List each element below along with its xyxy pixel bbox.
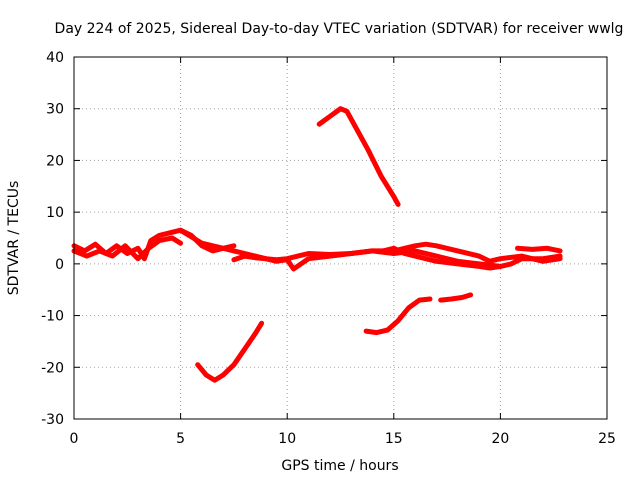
y-tick-label: 10 [46, 205, 64, 221]
series-line-7 [316, 106, 401, 207]
x-tick-label: 0 [70, 431, 79, 447]
y-tick-label: -20 [41, 360, 64, 376]
y-tick-label: 0 [55, 257, 64, 273]
grid-lines [74, 57, 607, 419]
series-line-10 [438, 292, 474, 303]
series-line-4 [231, 248, 503, 272]
plot-frame [73, 56, 608, 420]
axis-ticks: 0 5 10 15 20 25 -30 -20 -10 0 10 20 30 40 [41, 50, 616, 447]
x-tick-label: 15 [385, 431, 403, 447]
series-line-9 [363, 296, 433, 336]
x-tick-label: 10 [278, 431, 296, 447]
y-tick-label: 40 [46, 50, 64, 66]
y-tick-label: -30 [41, 412, 64, 428]
y-axis-label: SDTVAR / TECUs [6, 181, 22, 296]
x-tick-label: 25 [598, 431, 616, 447]
series-line-8 [195, 320, 265, 383]
y-tick-label: -10 [41, 309, 64, 325]
x-tick-label: 5 [176, 431, 185, 447]
series-line-6 [515, 245, 563, 254]
x-axis-label: GPS time / hours [281, 458, 398, 474]
y-tick-label: 20 [46, 153, 64, 169]
data-series [71, 106, 563, 383]
series-line-5 [380, 245, 563, 271]
x-tick-label: 20 [491, 431, 509, 447]
y-tick-label: 30 [46, 102, 64, 118]
series-line-2 [71, 235, 184, 262]
chart-title: Day 224 of 2025, Sidereal Day-to-day VTE… [55, 21, 624, 37]
